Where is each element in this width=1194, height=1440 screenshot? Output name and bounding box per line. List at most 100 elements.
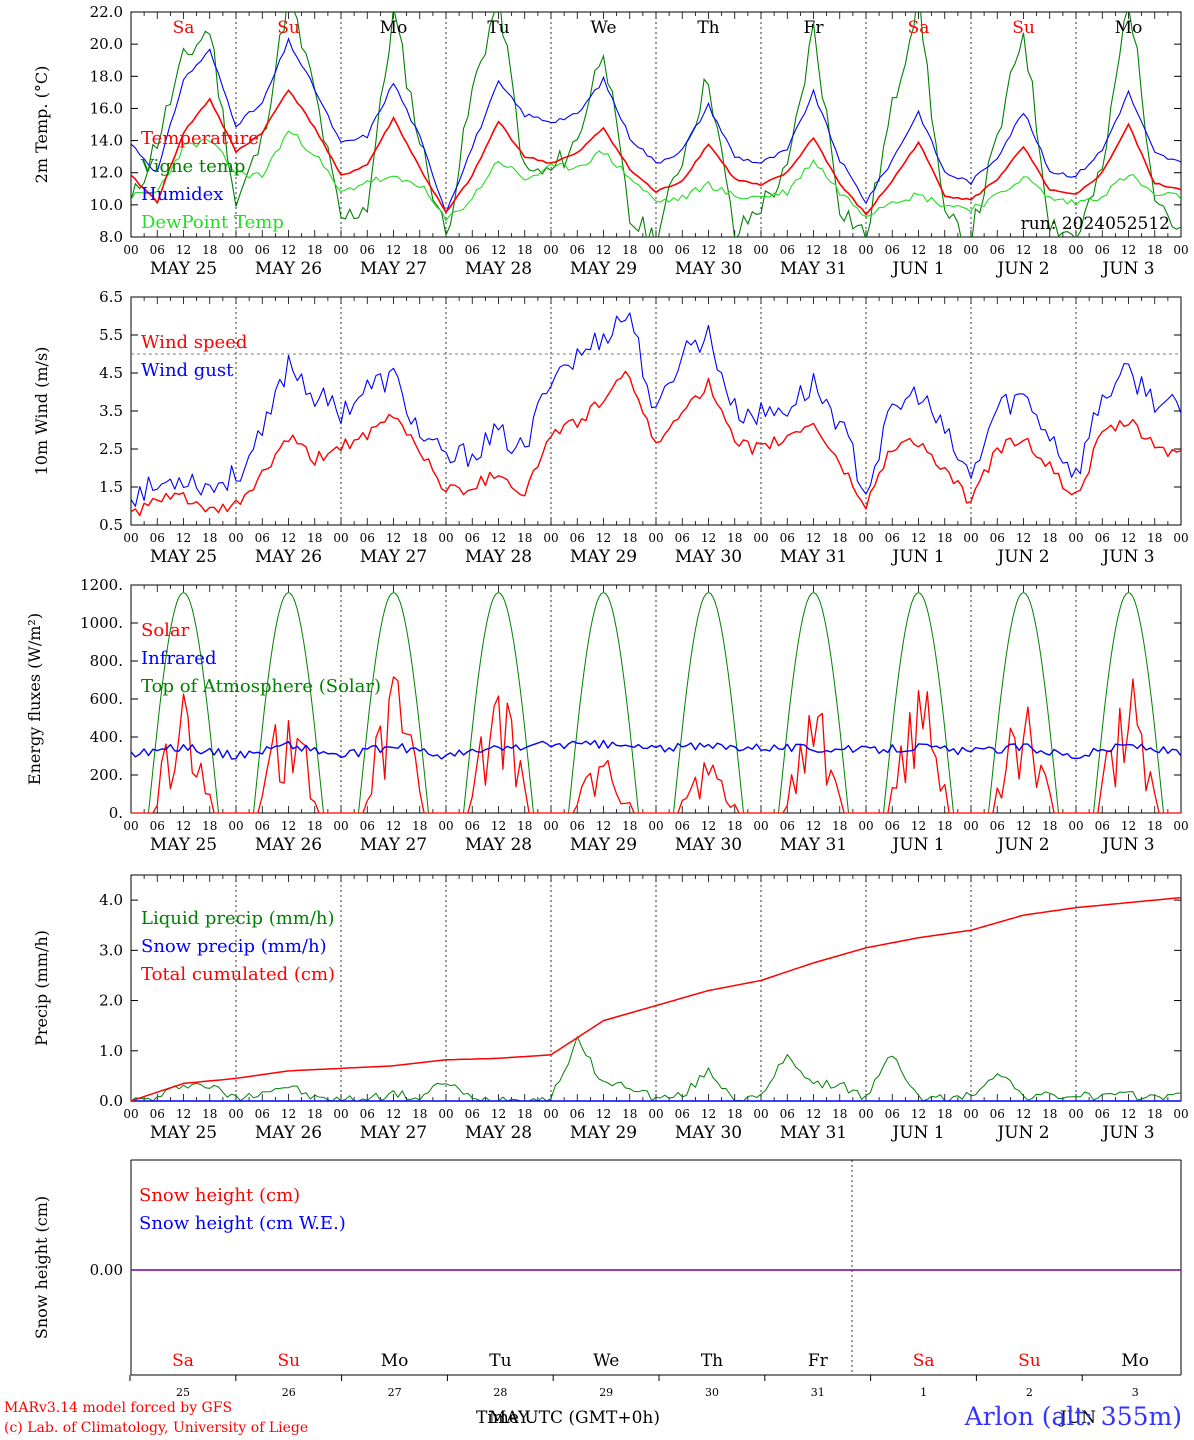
precip-panel-hour-tick-label: 18	[622, 1107, 637, 1121]
temp-panel-run-annotation: run: 2024052512	[1021, 214, 1170, 234]
precip-panel-hour-tick-label: 06	[570, 1107, 585, 1121]
wind-panel-hour-tick-label: 06	[1095, 531, 1110, 545]
wind-panel-hour-tick-label: 18	[832, 531, 847, 545]
energy-panel-hour-tick-label: 06	[150, 819, 165, 833]
temp-panel-day-of-week-label: Su	[277, 18, 300, 38]
energy-panel-hour-tick-label: 12	[491, 819, 506, 833]
temp-panel-date-label: JUN 2	[995, 259, 1049, 279]
snow-panel-day-number: 26	[282, 1386, 296, 1399]
precip-panel-date-label: JUN 3	[1100, 1123, 1154, 1143]
snow-panel-day-of-week-label: Su	[277, 1351, 300, 1371]
precip-panel-hour-tick-label: 12	[911, 1107, 926, 1121]
precip-panel-hour-tick-label: 06	[360, 1107, 375, 1121]
temp-panel-day-of-week-label: Tu	[487, 18, 509, 38]
temp-panel-hour-tick-label: 12	[911, 243, 926, 257]
temp-panel-day-of-week-label: Mo	[1115, 18, 1143, 38]
precip-panel-hour-tick-label: 12	[596, 1107, 611, 1121]
precip-panel-hour-tick-label: 00	[228, 1107, 243, 1121]
humidex-line	[131, 37, 1181, 215]
energy-panel-y-tick-label: 1000.	[80, 614, 123, 632]
wind-panel-y-tick-label: 3.5	[99, 402, 123, 420]
precip-panel-hour-tick-label: 12	[281, 1107, 296, 1121]
energy-panel-hour-tick-label: 00	[1173, 819, 1188, 833]
precip-panel-hour-tick-label: 00	[438, 1107, 453, 1121]
energy-panel-date-label: MAY 25	[150, 835, 217, 855]
energy-panel-y-tick-label: 200.	[90, 766, 123, 784]
wind-panel-hour-tick-label: 00	[753, 531, 768, 545]
precip-panel-hour-tick-label: 12	[806, 1107, 821, 1121]
precip-panel-hour-tick-label: 12	[176, 1107, 191, 1121]
wind-panel-legend-entry: Wind speed	[141, 332, 247, 353]
wind-panel-hour-tick-label: 12	[281, 531, 296, 545]
temp-panel-date-label: MAY 28	[465, 259, 532, 279]
energy-panel-hour-tick-label: 06	[360, 819, 375, 833]
temp-panel-hour-tick-label: 06	[675, 243, 690, 257]
precip-panel-hour-tick-label: 06	[780, 1107, 795, 1121]
snow-panel-day-of-week-label: Su	[1018, 1351, 1041, 1371]
wind-panel-hour-tick-label: 06	[360, 531, 375, 545]
wind-panel-hour-tick-label: 06	[570, 531, 585, 545]
temp-panel-hour-tick-label: 06	[255, 243, 270, 257]
energy-panel-hour-tick-label: 18	[202, 819, 217, 833]
energy-panel-hour-tick-label: 12	[176, 819, 191, 833]
dewpoint-temp-line	[131, 130, 1181, 223]
precip-panel-legend-entry: Liquid precip (mm/h)	[141, 908, 335, 929]
energy-panel-hour-tick-label: 00	[333, 819, 348, 833]
precip-panel-hour-tick-label: 06	[885, 1107, 900, 1121]
temp-panel-hour-tick-label: 00	[543, 243, 558, 257]
wind-panel-hour-tick-label: 18	[517, 531, 532, 545]
wind-panel-hour-tick-label: 12	[1016, 531, 1031, 545]
snow-panel-day-of-week-label: Mo	[381, 1351, 409, 1371]
wind-panel-date-label: JUN 2	[995, 547, 1049, 567]
temp-panel-date-label: MAY 30	[675, 259, 742, 279]
temp-panel-day-of-week-label: Th	[697, 18, 719, 38]
temp-panel-y-tick-label: 14.0	[90, 132, 123, 150]
energy-panel-y-tick-label: 600.	[90, 690, 123, 708]
snow-panel-day-number: 31	[811, 1386, 825, 1399]
energy-panel-hour-tick-label: 18	[727, 819, 742, 833]
precip-panel-hour-tick-label: 06	[990, 1107, 1005, 1121]
wind-speed-line	[130, 370, 1182, 517]
wind-gust-line	[130, 312, 1182, 507]
precip-panel-date-label: JUN 2	[995, 1123, 1049, 1143]
temp-panel-hour-tick-label: 18	[622, 243, 637, 257]
temperature-line	[131, 88, 1181, 216]
wind-panel-hour-tick-label: 18	[1147, 531, 1162, 545]
energy-panel-hour-tick-label: 00	[753, 819, 768, 833]
wind-panel-hour-tick-label: 00	[543, 531, 558, 545]
snow-panel-day-of-week-label: Tu	[489, 1351, 511, 1371]
temp-panel-date-label: MAY 29	[570, 259, 637, 279]
temp-panel-date-label: MAY 25	[150, 259, 217, 279]
temp-panel-hour-tick-label: 18	[202, 243, 217, 257]
temp-panel-hour-tick-label: 00	[123, 243, 138, 257]
energy-panel-y-axis-label: Energy fluxes (W/m²)	[25, 613, 44, 785]
snow-panel-day-of-week-label: Th	[701, 1351, 723, 1371]
snow-panel-day-number: 27	[388, 1386, 402, 1399]
wind-panel-y-tick-label: 4.5	[99, 364, 123, 382]
temp-panel-y-tick-label: 16.0	[90, 99, 123, 117]
temp-panel-hour-tick-label: 12	[491, 243, 506, 257]
temp-panel-hour-tick-label: 00	[648, 243, 663, 257]
energy-panel-hour-tick-label: 12	[281, 819, 296, 833]
credit-line-2: (c) Lab. of Climatology, University of L…	[4, 1420, 309, 1436]
temp-panel-day-of-week-label: Sa	[173, 18, 195, 38]
wind-panel-date-label: MAY 27	[360, 547, 427, 567]
precip-panel-hour-tick-label: 18	[307, 1107, 322, 1121]
temp-panel-hour-tick-label: 18	[412, 243, 427, 257]
snow-panel-day-number: 29	[599, 1386, 613, 1399]
precip-panel-hour-tick-label: 06	[1095, 1107, 1110, 1121]
temp-panel-hour-tick-label: 12	[1016, 243, 1031, 257]
precip-panel-legend-entry: Total cumulated (cm)	[141, 964, 335, 985]
energy-panel-hour-tick-label: 12	[701, 819, 716, 833]
temp-panel-day-of-week-label: Mo	[380, 18, 408, 38]
temp-panel-hour-tick-label: 00	[753, 243, 768, 257]
wind-panel-hour-tick-label: 00	[228, 531, 243, 545]
total-cumulated-line	[130, 896, 1182, 1102]
x-axis-month-jun: JUN	[1058, 1408, 1096, 1428]
wind-panel-hour-tick-label: 18	[1042, 531, 1057, 545]
x-axis-title: Time UTC (GMT+0h)	[476, 1408, 660, 1428]
temp-panel-hour-tick-label: 06	[150, 243, 165, 257]
wind-panel-hour-tick-label: 00	[333, 531, 348, 545]
energy-panel-date-label: MAY 27	[360, 835, 427, 855]
